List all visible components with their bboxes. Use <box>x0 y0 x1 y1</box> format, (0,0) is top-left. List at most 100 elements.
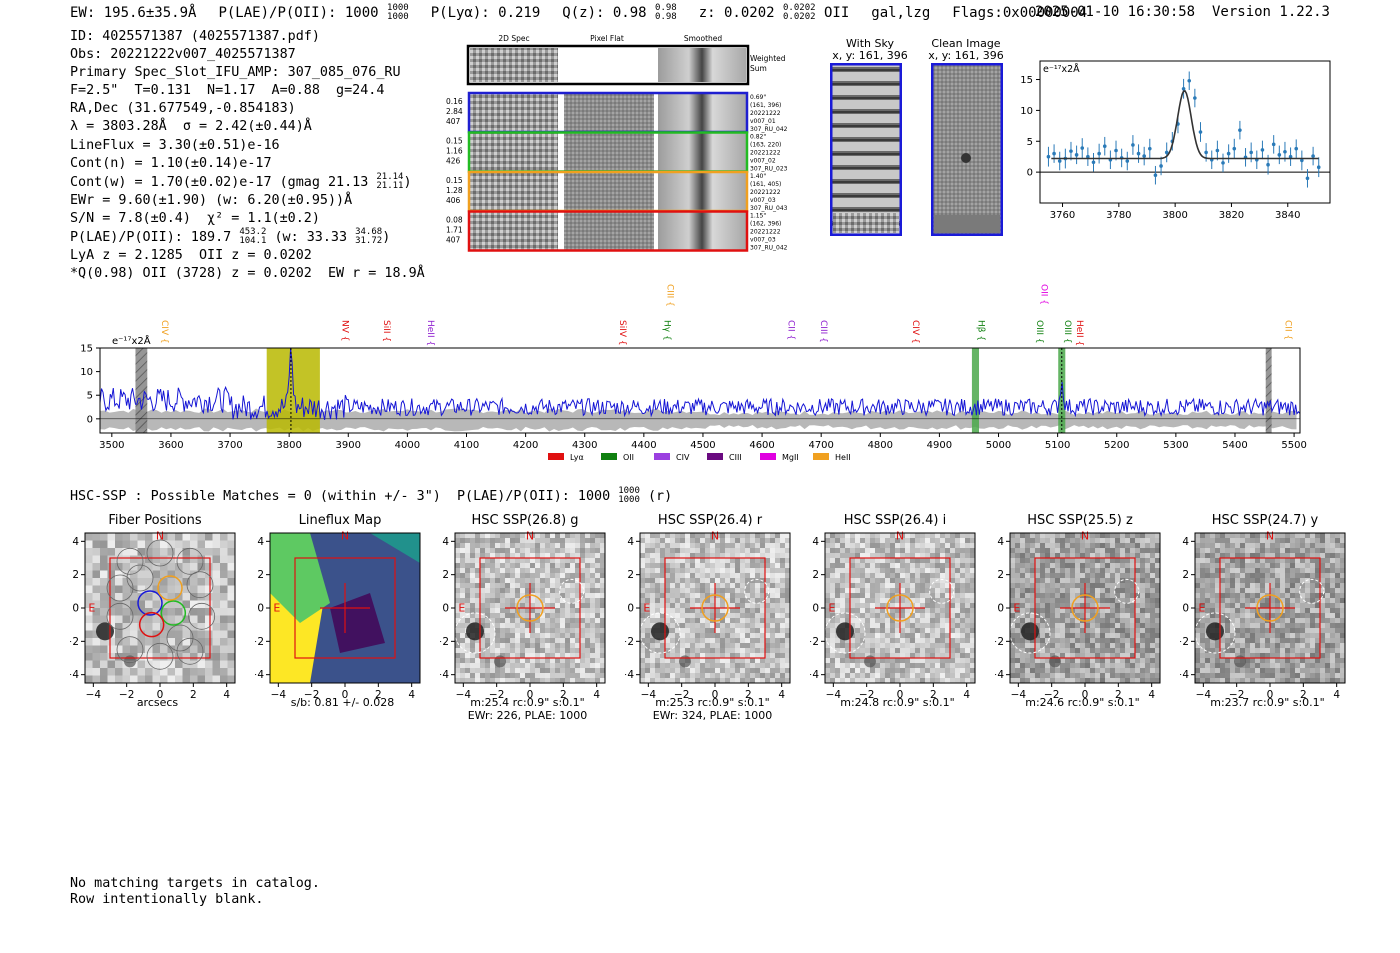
hsc-panel-title: HSC SSP(26.4) i <box>843 513 947 528</box>
spectrum-xtick-label: 4900 <box>927 440 952 451</box>
spectrum-xtick-label: 4600 <box>749 440 774 451</box>
plae-header-value: P(LAE)/P(OII): 1000 <box>218 5 379 21</box>
zoom-point <box>1198 130 1203 134</box>
cutout-num: 0.16 <box>446 97 463 106</box>
zoom-point <box>1226 151 1231 156</box>
caption-line: m:24.8 rc:0.9" s:0.1" <box>840 696 955 709</box>
hsc-ytick-label: −2 <box>255 636 264 648</box>
hsc-panel-image: N E −4 −4 −2 −2 0 0 2 2 4 4 <box>255 530 421 701</box>
hsc-panel-image: N E −4 −4 −2 −2 0 0 2 2 4 4 <box>995 530 1161 701</box>
spectral-line-label: NV { <box>339 320 349 341</box>
hsc-xtick-label: 4 <box>408 689 415 701</box>
fiber-ring <box>176 547 204 575</box>
qz-value: Q(z): 0.98 <box>562 5 647 21</box>
hsc-xtick-label: 2 <box>930 689 937 701</box>
caption-line: EWr: 226, PLAE: 1000 <box>467 709 588 722</box>
weighted-smoothed <box>658 48 746 82</box>
cutout-smoothed <box>658 212 746 250</box>
east-label: E <box>458 601 465 614</box>
weighted-label-1: Weighted <box>750 54 786 63</box>
info-primary: Primary Spec_Slot_IFU_AMP: 307_085_076_R… <box>70 65 401 81</box>
spectrum-xtick-label: 3600 <box>158 440 183 451</box>
hsc-ytick-label: −4 <box>995 669 1004 681</box>
hsc-xtick-label: 0 <box>157 689 164 701</box>
qz-lo: 0.98 <box>655 12 677 22</box>
zoom-ytick-label: 0 <box>1027 168 1033 179</box>
north-label: N <box>711 530 719 543</box>
legend-label: HeII <box>835 453 851 462</box>
spectrum-ytick-label: 15 <box>80 344 93 355</box>
spectral-line-label: HeII { <box>1074 320 1084 346</box>
hsc-panel-caption: m:25.4 rc:0.9" s:0.1" EWr: 226, PLAE: 100… <box>440 696 615 722</box>
cutout-meta: 1.40" <box>750 173 766 180</box>
spectrum-xtick-label: 4700 <box>808 440 833 451</box>
hsc-ytick-label: 4 <box>997 536 1004 548</box>
plae2-close: ) <box>382 230 391 246</box>
cutout-num: 1.28 <box>446 186 463 195</box>
cutout-2d <box>470 94 558 131</box>
hsc-ytick-label: 2 <box>1182 569 1189 581</box>
info-contn: Cont(n) = 1.10(±0.14)e-17 <box>70 155 272 171</box>
spectrum-xtick-label: 5100 <box>1045 440 1070 451</box>
info-lambda: λ = 3803.28Å σ = 2.42(±0.44)Å <box>70 119 312 135</box>
spectrum-ytick-label: 0 <box>87 414 93 425</box>
hsc-xtick-label: 2 <box>1115 689 1122 701</box>
classification: gal,lzg <box>871 5 931 21</box>
zoom-point <box>1142 154 1146 158</box>
cutout-flat <box>564 212 654 250</box>
z-lo: 0.0202 <box>783 12 816 22</box>
hsc-ytick-label: −2 <box>1180 636 1189 648</box>
hsc-xtick-label: −2 <box>304 689 319 701</box>
info-q: *Q(0.98) OII (3728) z = 0.0202 EW r = 18… <box>70 266 425 282</box>
hsc-ytick-label: 4 <box>627 536 634 548</box>
east-label: E <box>1013 601 1020 614</box>
hsc-ytick-label: −2 <box>440 636 449 648</box>
hsc-xtick-label: −2 <box>1229 689 1244 701</box>
zoom-point <box>1114 148 1118 153</box>
cutout-meta: 20221222 <box>750 229 781 236</box>
spectrum-xtick-label: 3900 <box>336 440 361 451</box>
hsc-panel-title: HSC SSP(25.5) z <box>1027 513 1133 528</box>
clean-xy: x, y: 161, 396 <box>928 49 1004 62</box>
hsc-xtick-label: 2 <box>375 689 382 701</box>
cutout-num: 426 <box>446 157 461 166</box>
cutout-meta: 0.82" <box>750 134 766 141</box>
cutout-meta: (161, 396) <box>750 102 781 109</box>
cutout-meta: v007_03 <box>750 237 776 244</box>
z-line: OII <box>823 5 850 21</box>
spectrum-band <box>135 348 148 433</box>
plae-header: P(LAE)/P(OII): 1000 1000 1000 <box>218 3 409 22</box>
hsc-xtick-label: 0 <box>342 689 349 701</box>
hsc-ytick-label: −4 <box>810 669 819 681</box>
hsc-ytick-label: 4 <box>442 536 449 548</box>
plae-header-hi: 1000 <box>387 3 409 13</box>
spectral-line-label: SiIV { <box>617 320 627 346</box>
hsc-ytick-label: 2 <box>812 569 819 581</box>
cutout-meta: v007_01 <box>750 118 776 125</box>
hsc-ytick-label: −4 <box>1180 669 1189 681</box>
cutout-meta: 20221222 <box>750 189 781 196</box>
hsc-ytick-label: 0 <box>812 603 819 615</box>
hsc-xtick-label: 4 <box>1148 689 1155 701</box>
with-sky-title: With Sky x, y: 161, 396 <box>820 38 920 62</box>
clean-label: Clean Image <box>931 37 1001 50</box>
cutout-header-2: Smoothed <box>684 34 723 43</box>
info-fparams: F=2.5" T=0.131 N=1.17 A=0.88 g=24.4 <box>70 83 385 99</box>
cutout-num: 1.71 <box>446 226 463 235</box>
legend-swatch <box>548 453 564 460</box>
spectrum-flux-line <box>99 347 1301 420</box>
zoom-ytick-label: 5 <box>1027 137 1033 148</box>
detection-info: ID: 4025571387 (4025571387.pdf) Obs: 2022… <box>70 28 425 283</box>
zoom-point <box>1080 146 1085 150</box>
version: Version 1.22.3 <box>1211 4 1330 20</box>
spectrum-band <box>1058 348 1066 433</box>
aperture-box <box>1219 557 1321 659</box>
contw-text: Cont(w) = 1.70(±0.02)e-17 (gmag 21.13 <box>70 174 369 190</box>
legend-label: CIII <box>729 453 742 462</box>
zoom-point <box>1305 176 1310 181</box>
plae2-w-lo: 31.72 <box>355 236 383 247</box>
spectral-line-label: OIII { <box>1062 320 1072 344</box>
spectrum-ytick-label: 5 <box>87 391 93 402</box>
legend-label: CIV <box>676 453 690 462</box>
